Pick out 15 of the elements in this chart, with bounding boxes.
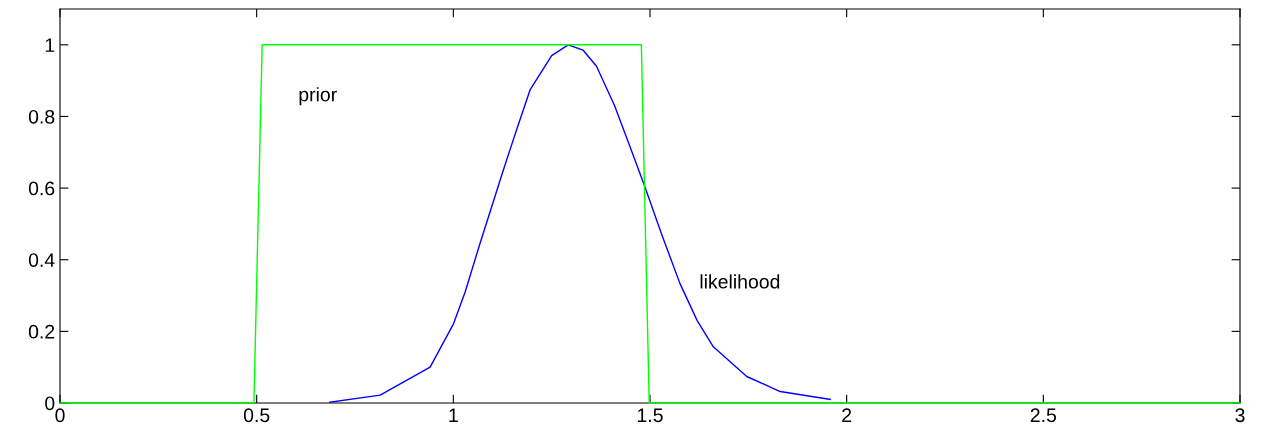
x-tick-label: 2.5 — [1030, 408, 1057, 423]
x-tick-label: 1.5 — [637, 408, 663, 423]
x-tick-label: 0.5 — [243, 408, 270, 423]
y-tick-label: 0.6 — [28, 181, 55, 196]
y-tick-label: 0 — [45, 396, 55, 411]
x-tick-label: 0 — [55, 408, 65, 423]
x-tick-label: 1 — [449, 408, 458, 422]
y-tick-label: 0.4 — [28, 253, 55, 267]
series-label: likelihood — [700, 274, 780, 289]
y-tick-label: 0.8 — [28, 109, 55, 124]
x-tick-label: 2 — [842, 408, 852, 422]
x-tick-label: 3 — [1235, 408, 1245, 423]
y-tick-label: 1 — [45, 38, 55, 52]
y-tick-label: 0.2 — [28, 324, 55, 339]
series-label: prior — [299, 87, 337, 106]
